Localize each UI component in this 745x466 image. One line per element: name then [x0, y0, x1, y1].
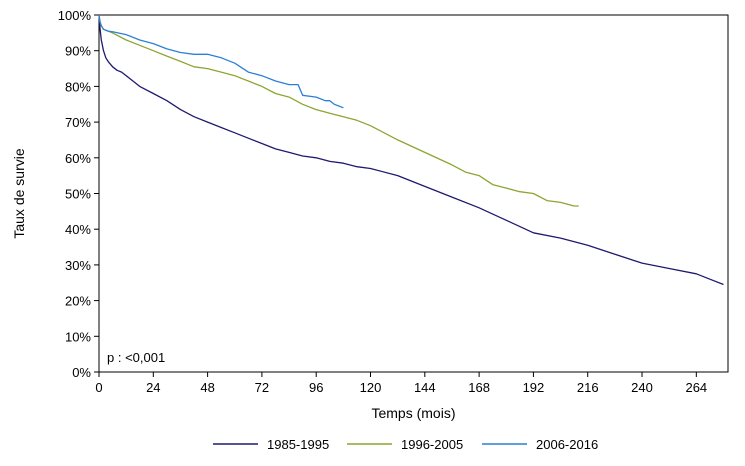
x-tick-label: 192: [523, 380, 545, 395]
x-tick-label: 24: [146, 380, 160, 395]
x-tick-label: 264: [685, 380, 707, 395]
x-tick-label: 144: [414, 380, 436, 395]
x-tick-label: 120: [360, 380, 382, 395]
y-tick-label: 60%: [65, 151, 91, 166]
series-line-1985-1995: [98, 14, 724, 286]
series-layer: [98, 14, 724, 286]
y-tick-label: 0%: [72, 365, 91, 380]
x-tick-label: 216: [577, 380, 599, 395]
x-axis: 0 24 48 72 96 120 144 168 192 216 240 264: [95, 372, 707, 395]
y-tick-label: 40%: [65, 222, 91, 237]
series-line-1996-2005: [98, 14, 579, 207]
y-tick-label: 10%: [65, 329, 91, 344]
x-tick-label: 240: [631, 380, 653, 395]
y-tick-label: 80%: [65, 79, 91, 94]
x-tick-label: 0: [95, 380, 102, 395]
p-value-annotation: p : <0,001: [107, 350, 165, 365]
x-tick-label: 96: [309, 380, 323, 395]
legend-label-1985-1995: 1985-1995: [267, 437, 329, 452]
y-tick-label: 30%: [65, 258, 91, 273]
y-tick-label: 50%: [65, 187, 91, 202]
legend-label-1996-2005: 1996-2005: [401, 437, 463, 452]
y-tick-label: 90%: [65, 44, 91, 59]
x-tick-label: 168: [468, 380, 490, 395]
plot-area-border: [98, 14, 729, 373]
x-tick-label: 72: [255, 380, 269, 395]
y-axis-label: Taux de survie: [11, 148, 27, 238]
legend: 1985-1995 1996-2005 2006-2016: [213, 437, 598, 452]
y-axis: 0% 10% 20% 30% 40% 50% 60% 70% 80% 90% 100%: [58, 8, 99, 380]
y-tick-label: 70%: [65, 115, 91, 130]
y-tick-label: 100%: [58, 8, 92, 23]
series-line-2006-2016: [98, 14, 344, 109]
x-axis-label: Temps (mois): [371, 405, 455, 421]
legend-label-2006-2016: 2006-2016: [536, 437, 598, 452]
y-tick-label: 20%: [65, 294, 91, 309]
x-tick-label: 48: [200, 380, 214, 395]
